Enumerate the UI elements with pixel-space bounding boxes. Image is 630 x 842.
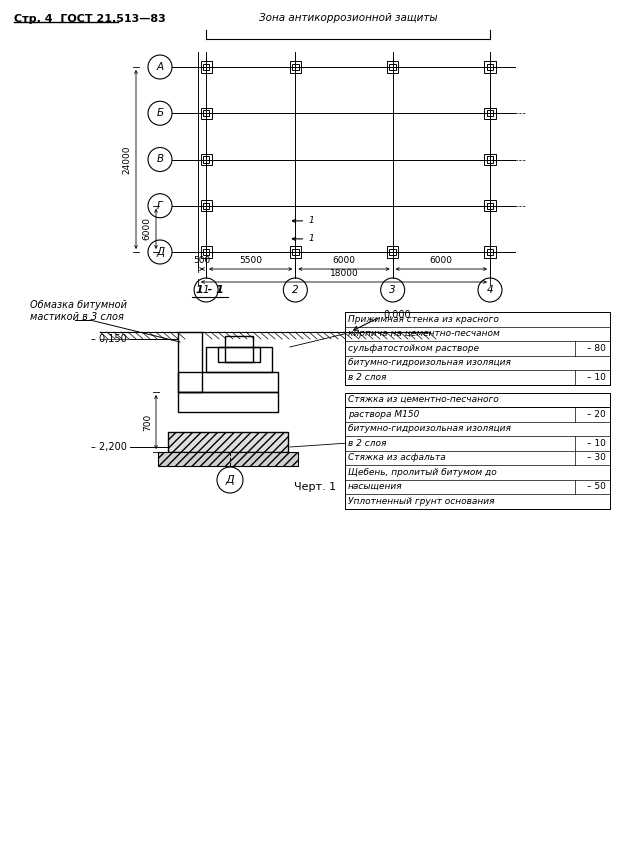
Bar	[487, 110, 493, 116]
Bar	[387, 61, 398, 72]
Bar	[218, 347, 260, 362]
Text: Уплотненный грунт основания: Уплотненный грунт основания	[348, 497, 495, 506]
Text: битумно-гидроизольная изоляция: битумно-гидроизольная изоляция	[348, 424, 511, 434]
Bar	[178, 392, 278, 412]
Bar	[345, 312, 610, 385]
Bar	[487, 248, 493, 255]
Bar	[200, 108, 212, 119]
Bar	[389, 248, 396, 255]
Text: – 0,150: – 0,150	[91, 334, 127, 344]
Text: Обмазка битумной: Обмазка битумной	[30, 300, 127, 310]
Text: 1: 1	[308, 234, 314, 243]
Text: Прижимная стенка из красного: Прижимная стенка из красного	[348, 315, 499, 324]
Text: в 2 слоя: в 2 слоя	[348, 439, 386, 448]
Text: – 50: – 50	[587, 482, 606, 491]
Text: – 30: – 30	[587, 453, 606, 462]
Text: Щебень, пролитый битумом до: Щебень, пролитый битумом до	[348, 468, 496, 477]
Text: раствора М150: раствора М150	[348, 410, 420, 418]
Bar	[225, 336, 253, 362]
Bar	[345, 407, 610, 509]
Bar	[484, 247, 496, 258]
Bar	[487, 203, 493, 209]
Bar	[200, 61, 212, 72]
Bar	[290, 247, 301, 258]
Bar	[484, 154, 496, 165]
Text: 1: 1	[203, 285, 209, 295]
Bar	[178, 372, 278, 392]
Text: Стр. 4  ГОСТ 21.513—83: Стр. 4 ГОСТ 21.513—83	[14, 14, 166, 24]
Text: – 10: – 10	[587, 373, 606, 381]
Text: А: А	[156, 62, 164, 72]
Text: в 2 слоя: в 2 слоя	[348, 373, 386, 381]
Text: Стяжка из цементно-песчаного: Стяжка из цементно-песчаного	[348, 395, 499, 404]
Bar	[290, 61, 301, 72]
Text: Б: Б	[156, 109, 164, 118]
Bar	[484, 61, 496, 72]
Text: 6000: 6000	[430, 256, 453, 265]
Text: битумно-гидроизольная изоляция: битумно-гидроизольная изоляция	[348, 358, 511, 367]
Text: 6000: 6000	[333, 256, 355, 265]
Text: 1 - 1: 1 - 1	[196, 285, 224, 295]
Text: – 20: – 20	[587, 410, 606, 418]
Bar	[203, 248, 209, 255]
Bar	[203, 110, 209, 116]
Text: 700: 700	[143, 413, 152, 430]
Bar	[203, 157, 209, 163]
Text: – 80: – 80	[587, 344, 606, 353]
Bar	[168, 432, 288, 452]
Text: Зона антикоррозионной защиты: Зона антикоррозионной защиты	[259, 13, 437, 23]
Text: Д: Д	[156, 247, 164, 257]
Bar	[292, 64, 299, 70]
Bar	[484, 108, 496, 119]
Text: 1: 1	[308, 216, 314, 226]
Bar	[158, 452, 298, 466]
Bar	[200, 200, 212, 211]
Text: 18000: 18000	[329, 269, 358, 278]
Text: – 10: – 10	[587, 439, 606, 448]
Text: Черт. 1: Черт. 1	[294, 482, 336, 492]
Text: 2: 2	[292, 285, 299, 295]
Bar	[389, 64, 396, 70]
Text: 0,000: 0,000	[383, 310, 411, 320]
Text: Стяжка из асфальта: Стяжка из асфальта	[348, 453, 446, 462]
Text: 24000: 24000	[122, 146, 131, 173]
Bar	[292, 248, 299, 255]
Bar	[387, 247, 398, 258]
Bar	[487, 64, 493, 70]
Bar	[203, 64, 209, 70]
Text: 5500: 5500	[239, 256, 262, 265]
Text: Д: Д	[226, 475, 234, 485]
Text: мастикой в 3 слоя: мастикой в 3 слоя	[30, 312, 124, 322]
Text: кирпича на цементно-песчаном: кирпича на цементно-песчаном	[348, 329, 500, 338]
Text: сульфатостойком растворе: сульфатостойком растворе	[348, 344, 479, 353]
Text: В: В	[156, 154, 164, 164]
Bar	[487, 157, 493, 163]
Text: 3: 3	[389, 285, 396, 295]
Bar	[200, 247, 212, 258]
Text: Г: Г	[157, 200, 163, 210]
Bar	[203, 203, 209, 209]
Bar	[178, 332, 202, 392]
Text: 6000: 6000	[142, 217, 151, 240]
Bar	[345, 392, 610, 407]
Text: насыщения: насыщения	[348, 482, 403, 491]
Text: – 2,200: – 2,200	[91, 442, 127, 452]
Bar	[206, 347, 272, 372]
Bar	[200, 154, 212, 165]
Bar	[484, 200, 496, 211]
Text: 4: 4	[487, 285, 493, 295]
Text: 500: 500	[193, 256, 210, 265]
